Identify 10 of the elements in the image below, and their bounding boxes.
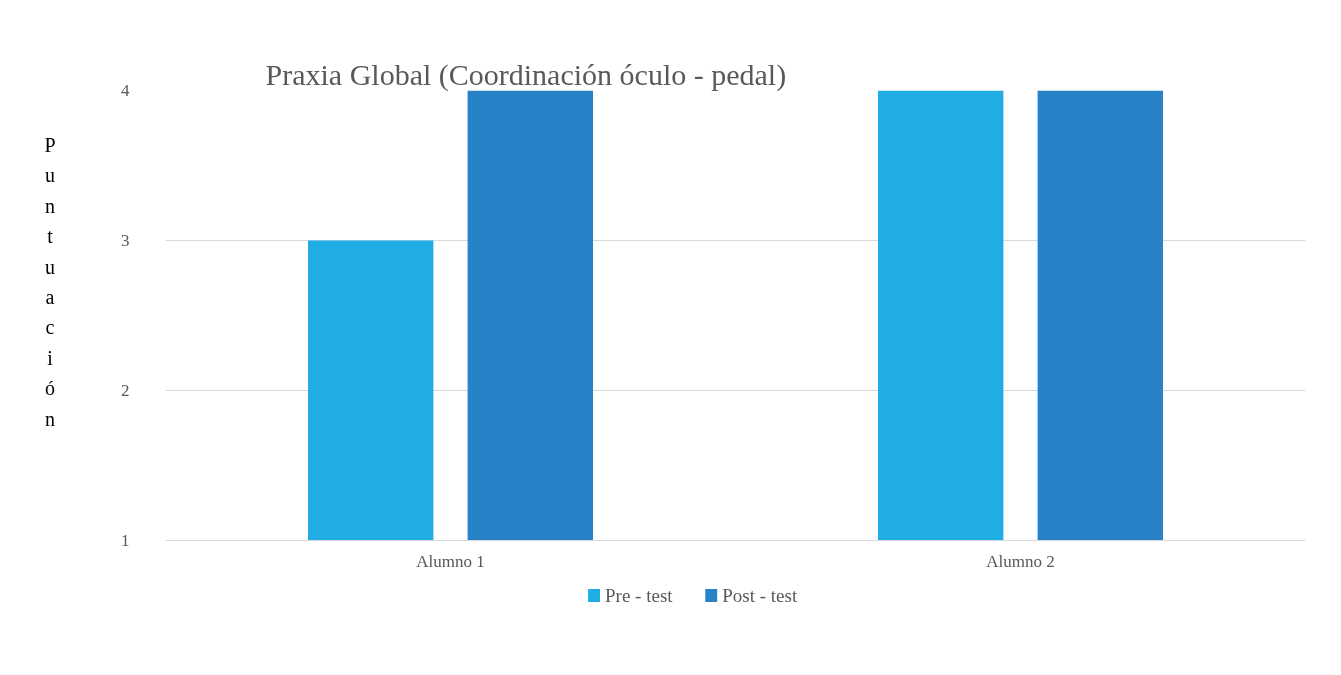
y-tick-label: 2 bbox=[121, 381, 130, 400]
chart-title: Praxia Global (Coordinación óculo - pedal) bbox=[265, 57, 787, 92]
y-tick-label: 4 bbox=[121, 81, 130, 100]
x-tick-label: Alumno 2 bbox=[986, 551, 1055, 571]
legend-label: Post - test bbox=[722, 585, 798, 606]
x-tick-label: Alumno 1 bbox=[416, 551, 485, 571]
y-tick-label: 3 bbox=[121, 231, 130, 250]
text: Puntuación bbox=[44, 134, 56, 430]
legend-label: Pre - test bbox=[605, 585, 674, 606]
y-tick-label: 1 bbox=[121, 531, 130, 550]
